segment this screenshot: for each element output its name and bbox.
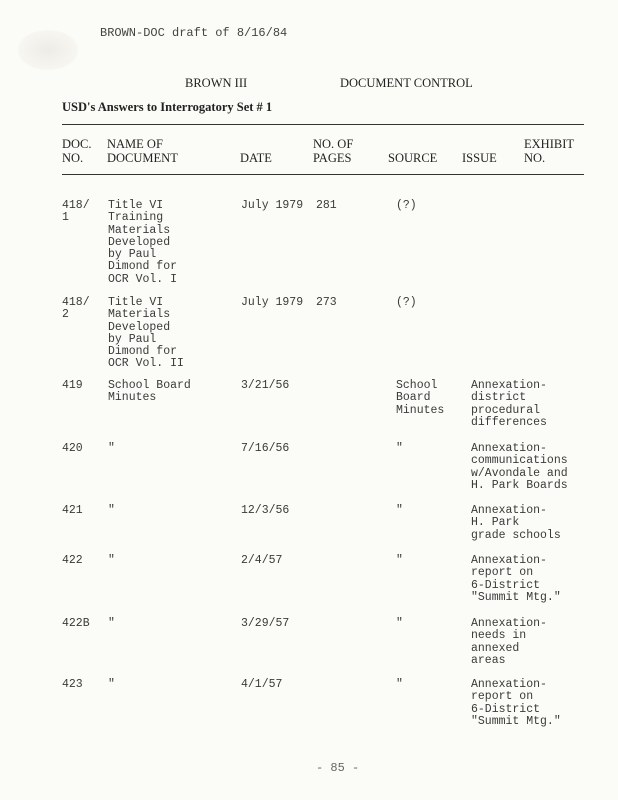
cell-date: July 1979 — [241, 199, 304, 212]
cell-name: " — [108, 617, 115, 630]
col-pages: NO. OF PAGES — [313, 137, 354, 165]
cell-source: School Board Minutes — [396, 379, 445, 417]
col-date: DATE — [240, 151, 272, 165]
cell-name: " — [108, 504, 115, 517]
cell-doc-no: 418/ 2 — [62, 296, 90, 322]
cell-doc-no: 423 — [62, 678, 83, 691]
cell-doc-no: 421 — [62, 504, 83, 517]
cell-source: " — [396, 617, 403, 630]
cell-source: (?) — [396, 296, 417, 309]
page-number: - 85 - — [316, 761, 360, 775]
cell-name: Title VI Training Materials Developed by… — [108, 199, 178, 286]
cell-doc-no: 422 — [62, 554, 83, 567]
cell-source: " — [396, 678, 403, 691]
cell-doc-no: 418/ 1 — [62, 199, 90, 225]
col-doc-no: DOC. NO. — [62, 137, 92, 165]
cell-name: Title VI Materials Developed by Paul Dim… — [108, 296, 184, 371]
cell-date: 12/3/56 — [241, 504, 290, 517]
cell-doc-no: 422B — [62, 617, 90, 630]
cell-pages: 273 — [316, 296, 337, 309]
cell-date: 4/1/57 — [241, 678, 283, 691]
cell-date: July 1979 — [241, 296, 304, 309]
cell-source: " — [396, 554, 403, 567]
cell-pages: 281 — [316, 199, 337, 212]
header-top-rule — [62, 124, 584, 125]
cell-issue: Annexation- report on 6-District "Summit… — [471, 678, 561, 728]
cell-name: " — [108, 554, 115, 567]
subtitle: USD's Answers to Interrogatory Set # 1 — [62, 100, 273, 114]
title-left: BROWN III — [185, 76, 248, 90]
paper-smudge — [18, 30, 78, 70]
cell-source: " — [396, 504, 403, 517]
cell-source: (?) — [396, 199, 417, 212]
cell-date: 7/16/56 — [241, 442, 290, 455]
cell-doc-no: 420 — [62, 442, 83, 455]
cell-issue: Annexation- needs in annexed areas — [471, 617, 547, 667]
col-name: NAME OF DOCUMENT — [107, 137, 178, 165]
cell-date: 3/21/56 — [241, 379, 290, 392]
cell-source: " — [396, 442, 403, 455]
col-issue: ISSUE — [462, 151, 497, 165]
title-right: DOCUMENT CONTROL — [340, 76, 473, 90]
cell-name: " — [108, 678, 115, 691]
cell-doc-no: 419 — [62, 379, 83, 392]
cell-issue: Annexation- communications w/Avondale an… — [471, 442, 568, 492]
col-exhibit: EXHIBIT NO. — [524, 137, 574, 165]
cell-date: 3/29/57 — [241, 617, 290, 630]
col-source: SOURCE — [388, 151, 438, 165]
cell-date: 2/4/57 — [241, 554, 283, 567]
cell-issue: Annexation- report on 6-District "Summit… — [471, 554, 561, 604]
draft-note: BROWN-DOC draft of 8/16/84 — [100, 26, 288, 40]
cell-issue: Annexation- H. Park grade schools — [471, 504, 561, 542]
cell-name: School Board Minutes — [108, 379, 191, 405]
header-bottom-rule — [62, 174, 584, 175]
cell-issue: Annexation- district procedural differen… — [471, 379, 547, 429]
cell-name: " — [108, 442, 115, 455]
